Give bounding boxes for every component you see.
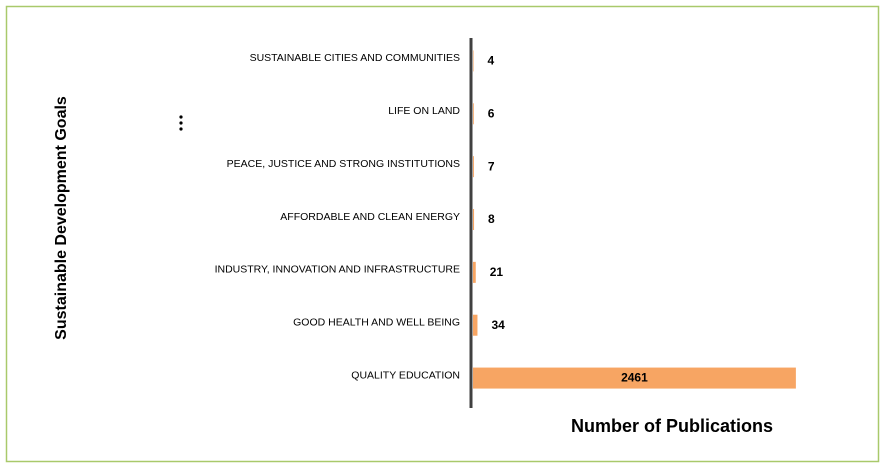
y-axis-title: Sustainable Development Goals <box>53 96 70 340</box>
bar <box>473 209 475 230</box>
category-label: GOOD HEALTH AND WELL BEING <box>293 316 460 328</box>
x-axis-title: Number of Publications <box>571 416 773 436</box>
chart-border <box>5 5 880 463</box>
value-label: 7 <box>488 159 495 173</box>
bar <box>473 367 796 389</box>
category-label: AFFORDABLE AND CLEAN ENERGY <box>280 211 460 223</box>
category-label: LIFE ON LAND <box>388 105 460 117</box>
category-label: SUSTAINABLE CITIES AND COMMUNITIES <box>250 52 460 64</box>
bar <box>473 50 474 72</box>
bar <box>473 103 474 125</box>
value-label: 4 <box>488 54 495 68</box>
category-label: PEACE, JUSTICE AND STRONG INSTITUTIONS <box>227 158 460 170</box>
bar <box>473 261 476 283</box>
category-label: INDUSTRY, INNOVATION AND INFRASTRUCTURE <box>215 264 460 276</box>
value-label: 34 <box>491 318 505 332</box>
ellipsis-icon <box>179 115 183 131</box>
value-label: 8 <box>488 212 495 226</box>
value-label: 2461 <box>621 371 648 385</box>
bar <box>473 156 474 178</box>
value-label: 21 <box>490 265 504 279</box>
value-label: 6 <box>488 106 495 120</box>
bar <box>473 314 478 336</box>
category-label: QUALITY EDUCATION <box>351 369 460 381</box>
